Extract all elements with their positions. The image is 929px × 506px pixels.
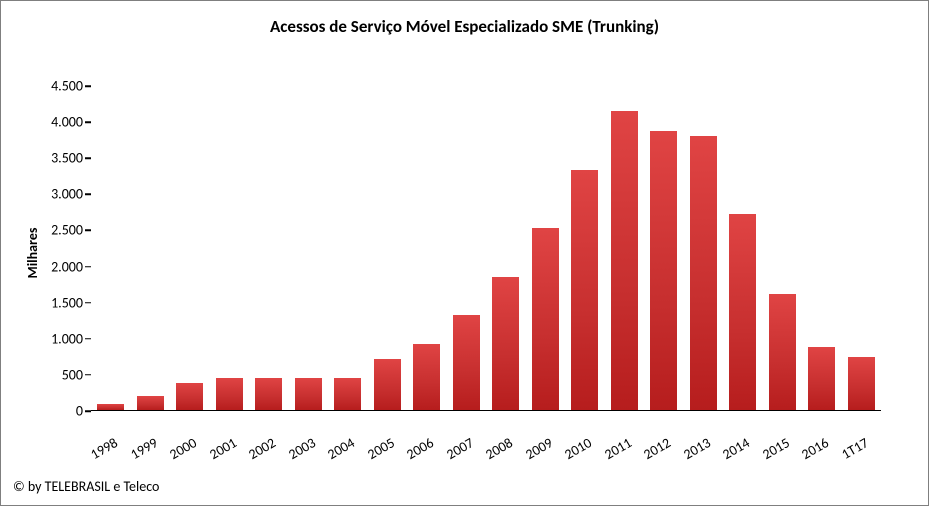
bar bbox=[334, 378, 361, 410]
bar bbox=[176, 383, 203, 410]
bar bbox=[453, 315, 480, 410]
y-ticks: 05001.0001.5002.0002.5003.0003.5004.0004… bbox=[36, 86, 91, 411]
bar bbox=[769, 294, 796, 410]
bar bbox=[216, 378, 243, 410]
x-tick-label: 2006 bbox=[404, 434, 437, 463]
bar bbox=[374, 359, 401, 410]
y-tick-label: 1.500 bbox=[23, 294, 83, 311]
x-tick-label: 2014 bbox=[720, 434, 753, 463]
y-tick-label: 2.500 bbox=[23, 222, 83, 239]
x-tick-label: 2013 bbox=[680, 434, 713, 463]
y-tick-label: 4.500 bbox=[23, 78, 83, 95]
x-tick-label: 1T17 bbox=[839, 434, 872, 463]
y-tick-label: 500 bbox=[23, 366, 83, 383]
chart-frame: Acessos de Serviço Móvel Especializado S… bbox=[0, 0, 929, 506]
x-tick-label: 2000 bbox=[167, 434, 200, 463]
bar bbox=[532, 228, 559, 410]
x-tick-label: 2012 bbox=[641, 434, 674, 463]
x-labels: 1998199920002001200220032004200520062007… bbox=[91, 421, 881, 461]
y-tick-label: 2.000 bbox=[23, 258, 83, 275]
x-tick-label: 2003 bbox=[285, 434, 318, 463]
bar bbox=[413, 344, 440, 410]
x-tick-label: 2009 bbox=[522, 434, 555, 463]
bar bbox=[137, 396, 164, 410]
chart-title: Acessos de Serviço Móvel Especializado S… bbox=[1, 16, 928, 37]
bar bbox=[571, 170, 598, 411]
x-tick-label: 1998 bbox=[88, 434, 121, 463]
x-tick-label: 2007 bbox=[443, 434, 476, 463]
x-tick-label: 2010 bbox=[562, 434, 595, 463]
x-tick-label: 2011 bbox=[601, 434, 634, 463]
y-tick-label: 3.000 bbox=[23, 186, 83, 203]
bar bbox=[97, 404, 124, 410]
y-tick-label: 0 bbox=[23, 403, 83, 420]
x-tick-label: 2001 bbox=[206, 434, 239, 463]
bar bbox=[492, 277, 519, 410]
x-tick-label: 2004 bbox=[325, 434, 358, 463]
y-tick-label: 1.000 bbox=[23, 330, 83, 347]
bar bbox=[729, 214, 756, 410]
bar bbox=[848, 357, 875, 410]
x-tick-label: 2016 bbox=[799, 434, 832, 463]
bar bbox=[295, 378, 322, 410]
plot-area bbox=[91, 86, 881, 411]
y-tick-label: 4.000 bbox=[23, 114, 83, 131]
x-tick-label: 1999 bbox=[127, 434, 160, 463]
bar bbox=[650, 131, 677, 410]
bar bbox=[611, 111, 638, 410]
x-tick-label: 2015 bbox=[759, 434, 792, 463]
x-tick-label: 2005 bbox=[364, 434, 397, 463]
copyright: © by TELEBRASIL e Teleco bbox=[13, 478, 159, 495]
x-tick-label: 2002 bbox=[246, 434, 279, 463]
x-tick-label: 2008 bbox=[483, 434, 516, 463]
y-tick-label: 3.500 bbox=[23, 150, 83, 167]
bar bbox=[808, 347, 835, 410]
bar bbox=[690, 136, 717, 410]
bar bbox=[255, 378, 282, 410]
